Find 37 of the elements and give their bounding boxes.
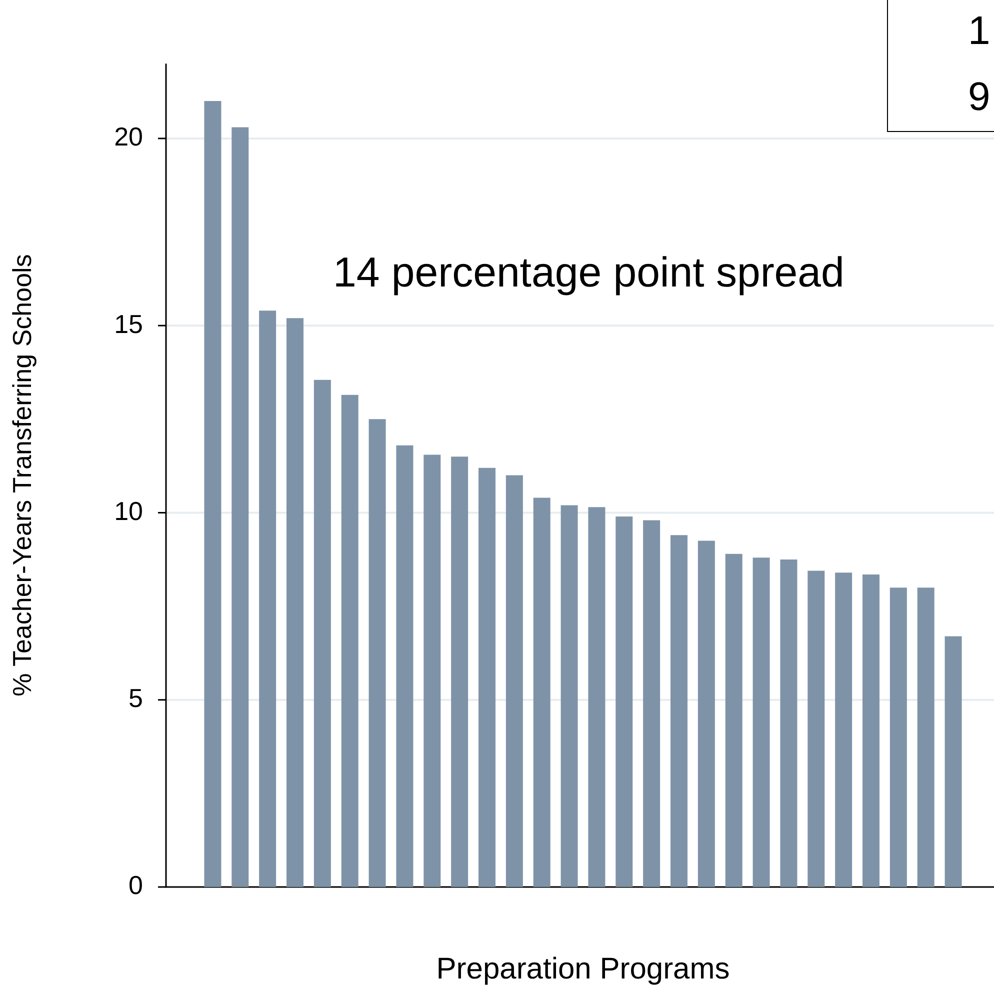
bar xyxy=(835,572,852,887)
bar xyxy=(341,394,358,887)
bar xyxy=(560,505,578,887)
bar xyxy=(670,535,688,887)
bar xyxy=(752,558,770,887)
bar xyxy=(314,380,331,887)
annotation: 14 percentage point spread xyxy=(333,248,844,296)
bar xyxy=(643,520,660,887)
y-tick-label: 5 xyxy=(128,683,143,714)
bar xyxy=(616,516,633,887)
bar xyxy=(725,554,742,887)
bar xyxy=(368,419,386,887)
bar xyxy=(588,507,606,887)
bar xyxy=(890,588,907,887)
bar xyxy=(478,468,496,887)
y-tick-label: 10 xyxy=(114,496,143,526)
bar xyxy=(232,127,249,887)
bar xyxy=(424,454,441,887)
bar xyxy=(286,318,304,887)
bar xyxy=(204,101,222,887)
y-axis-title: % Teacher-Years Transferring Schools xyxy=(6,254,37,696)
bar xyxy=(780,560,798,887)
bar xyxy=(506,475,523,887)
bar xyxy=(396,445,414,887)
bar xyxy=(533,498,550,887)
y-tick-label: 0 xyxy=(128,870,143,900)
bar xyxy=(698,540,715,887)
bar xyxy=(808,570,825,887)
bar xyxy=(259,310,276,887)
bar xyxy=(944,636,962,887)
text-box: 19 xyxy=(887,0,994,132)
bar xyxy=(917,588,934,887)
bar xyxy=(451,456,468,887)
y-tick-label: 15 xyxy=(114,308,143,339)
y-tick-label: 20 xyxy=(114,122,143,152)
bar xyxy=(862,574,880,887)
x-axis-title: Preparation Programs xyxy=(436,952,730,986)
